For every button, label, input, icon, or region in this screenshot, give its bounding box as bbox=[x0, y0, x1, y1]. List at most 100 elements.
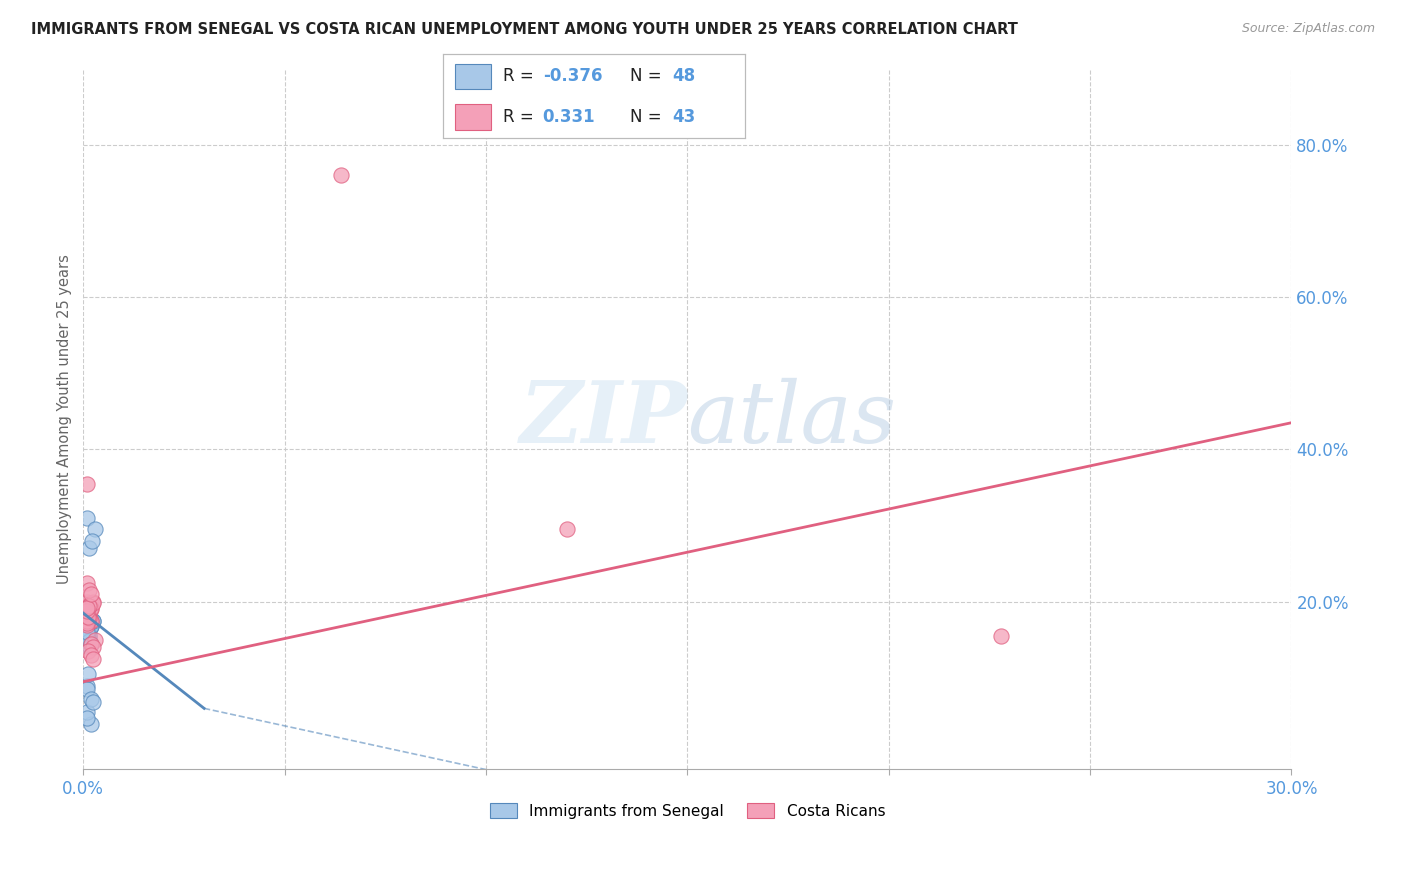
Point bbox=[77, 632, 100, 646]
Text: R =: R = bbox=[503, 108, 544, 126]
Point bbox=[77, 615, 100, 630]
Point bbox=[82, 652, 104, 666]
Point bbox=[79, 599, 101, 613]
Point bbox=[990, 629, 1012, 643]
Point bbox=[80, 617, 103, 632]
Point bbox=[76, 629, 98, 643]
Point bbox=[76, 617, 98, 632]
Point bbox=[76, 621, 98, 635]
Point bbox=[77, 608, 100, 623]
Point bbox=[76, 575, 98, 590]
Point bbox=[82, 695, 104, 709]
Point bbox=[76, 599, 98, 613]
Text: atlas: atlas bbox=[688, 377, 897, 460]
Point bbox=[76, 629, 98, 643]
Point bbox=[76, 600, 98, 615]
Point bbox=[79, 611, 101, 625]
Point bbox=[80, 716, 103, 731]
Point bbox=[79, 599, 101, 613]
Text: ZIP: ZIP bbox=[519, 377, 688, 460]
Point bbox=[76, 600, 98, 615]
Point bbox=[80, 615, 103, 630]
Text: -0.376: -0.376 bbox=[543, 68, 602, 86]
Point bbox=[77, 632, 100, 646]
Point bbox=[76, 606, 98, 620]
Point bbox=[76, 621, 98, 635]
Point bbox=[76, 617, 98, 632]
Legend: Immigrants from Senegal, Costa Ricans: Immigrants from Senegal, Costa Ricans bbox=[484, 797, 891, 825]
FancyBboxPatch shape bbox=[456, 104, 491, 130]
Point bbox=[84, 632, 107, 647]
Point bbox=[80, 614, 103, 628]
Point bbox=[79, 648, 101, 662]
Point bbox=[76, 606, 98, 620]
Point bbox=[79, 599, 101, 613]
Text: 0.331: 0.331 bbox=[543, 108, 595, 126]
Text: IMMIGRANTS FROM SENEGAL VS COSTA RICAN UNEMPLOYMENT AMONG YOUTH UNDER 25 YEARS C: IMMIGRANTS FROM SENEGAL VS COSTA RICAN U… bbox=[31, 22, 1018, 37]
Text: Source: ZipAtlas.com: Source: ZipAtlas.com bbox=[1241, 22, 1375, 36]
Point bbox=[76, 626, 98, 640]
Point bbox=[82, 614, 104, 628]
Point bbox=[84, 522, 107, 536]
Point bbox=[77, 604, 100, 618]
FancyBboxPatch shape bbox=[456, 63, 491, 89]
Point bbox=[79, 583, 101, 598]
Point bbox=[79, 606, 101, 620]
Point bbox=[79, 541, 101, 556]
Point bbox=[79, 634, 101, 648]
Text: N =: N = bbox=[630, 108, 668, 126]
Point bbox=[82, 596, 104, 610]
Point bbox=[76, 606, 98, 620]
Point bbox=[79, 619, 101, 633]
Point bbox=[77, 667, 100, 681]
Point bbox=[79, 632, 101, 647]
Point bbox=[76, 604, 98, 618]
Point bbox=[76, 705, 98, 719]
Point bbox=[79, 600, 101, 615]
Point bbox=[76, 626, 98, 640]
Point bbox=[76, 639, 98, 653]
Text: N =: N = bbox=[630, 68, 668, 86]
Point bbox=[76, 629, 98, 643]
Point bbox=[80, 587, 103, 601]
Point bbox=[555, 522, 578, 536]
Point bbox=[80, 602, 103, 616]
Point bbox=[79, 614, 101, 628]
Point bbox=[77, 610, 100, 624]
Point bbox=[76, 476, 98, 491]
Text: 43: 43 bbox=[672, 108, 696, 126]
Text: 48: 48 bbox=[672, 68, 696, 86]
Point bbox=[82, 640, 104, 655]
Point bbox=[76, 634, 98, 648]
Point bbox=[80, 637, 103, 651]
Point bbox=[79, 637, 101, 651]
Point bbox=[82, 614, 104, 628]
Point bbox=[79, 625, 101, 640]
Point bbox=[76, 679, 98, 693]
Point bbox=[80, 619, 103, 633]
Point bbox=[76, 710, 98, 724]
Point bbox=[77, 625, 100, 640]
Point bbox=[76, 634, 98, 648]
Point bbox=[76, 625, 98, 640]
Point bbox=[76, 682, 98, 697]
Point bbox=[76, 615, 98, 630]
Point bbox=[76, 610, 98, 624]
Point bbox=[79, 692, 101, 706]
Point bbox=[76, 637, 98, 651]
Point bbox=[77, 637, 100, 651]
Point bbox=[80, 596, 103, 610]
Point bbox=[79, 629, 101, 643]
Point bbox=[330, 168, 353, 182]
Text: R =: R = bbox=[503, 68, 540, 86]
Point bbox=[76, 634, 98, 648]
Point bbox=[76, 595, 98, 609]
Point bbox=[76, 625, 98, 640]
Point bbox=[82, 595, 104, 609]
Point bbox=[82, 533, 104, 548]
Y-axis label: Unemployment Among Youth under 25 years: Unemployment Among Youth under 25 years bbox=[58, 254, 72, 584]
Point bbox=[79, 629, 101, 643]
Point bbox=[76, 604, 98, 618]
Point bbox=[76, 511, 98, 525]
Point bbox=[79, 611, 101, 625]
